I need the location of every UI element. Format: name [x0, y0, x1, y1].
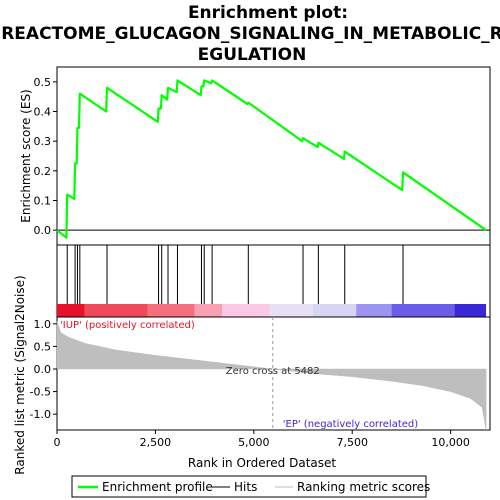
heatbar-segment	[195, 304, 223, 317]
es-y-tick-label: 0.2	[34, 165, 52, 178]
es-y-tick-label: 0.5	[34, 76, 52, 89]
metric-y-tick-label: -1.0	[30, 408, 51, 421]
metric-y-axis-label: Ranked list metric (Signal2Noise)	[13, 275, 27, 474]
x-tick-label: 5,000	[238, 436, 270, 449]
chart-title-line-3: EGULATION	[198, 45, 307, 65]
heatbar-segment	[270, 304, 313, 317]
zero-cross-label: Zero cross at 5482	[226, 366, 320, 377]
heatbar-segment	[455, 304, 486, 317]
es-y-tick-label: 0.1	[34, 195, 52, 208]
hits-panel	[57, 245, 490, 317]
heatbar-segment	[148, 304, 195, 317]
legend-label: Enrichment profile	[102, 480, 213, 494]
es-plot-frame	[57, 67, 490, 245]
chart-title-line-1: Enrichment plot:	[188, 3, 348, 23]
legend-label: Hits	[234, 480, 257, 494]
positive-correlation-label: 'IUP' (positively correlated)	[60, 320, 195, 331]
x-tick-label: 2,500	[140, 436, 172, 449]
x-tick-label: 0	[54, 436, 61, 449]
es-panel: 0.0 0.1 0.2 0.3 0.4 0.5	[34, 67, 491, 245]
negative-correlation-label: 'EP' (negatively correlated)	[283, 419, 418, 430]
heatbar-segment	[57, 304, 85, 317]
x-axis-label: Rank in Ordered Dataset	[188, 456, 336, 470]
x-tick-label: 7,500	[336, 436, 368, 449]
metric-y-tick-label: 0.5	[34, 340, 52, 353]
es-y-tick-label: 0.0	[34, 224, 52, 237]
chart-title-line-2: REACTOME_GLUCAGON_SIGNALING_IN_METABOLIC…	[1, 24, 500, 44]
heatbar-segment	[222, 304, 269, 317]
x-tick-label: 10,000	[431, 436, 470, 449]
heatbar-segment	[85, 304, 148, 317]
heatbar-segment	[392, 304, 455, 317]
heatbar-segment	[313, 304, 356, 317]
legend: Enrichment profile Hits Ranking metric sco…	[72, 476, 430, 497]
legend-label: Ranking metric scores	[297, 480, 430, 494]
es-y-tick-label: 0.3	[34, 135, 52, 148]
es-y-tick-label: 0.4	[34, 106, 52, 119]
heatbar-segment	[356, 304, 391, 317]
metric-panel: 1.0 0.5 0.0 -0.5 -1.0 'IUP' (positively corre…	[30, 317, 490, 449]
metric-y-tick-label: 0.0	[34, 363, 52, 376]
metric-y-tick-label: 1.0	[34, 318, 52, 331]
es-y-axis-label: Enrichment score (ES)	[19, 89, 33, 222]
metric-y-tick-label: -0.5	[30, 386, 51, 399]
